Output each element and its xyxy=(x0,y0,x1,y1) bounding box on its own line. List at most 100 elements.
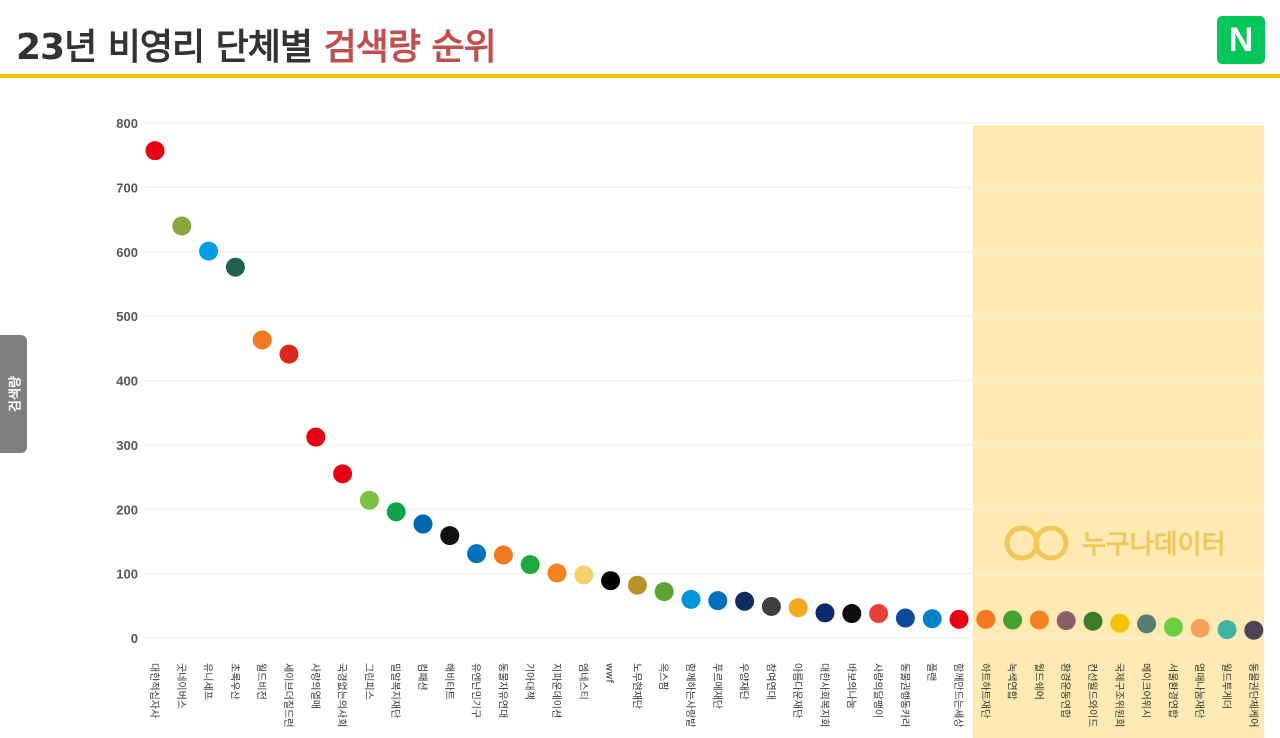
y-tick-label: 0 xyxy=(131,631,138,646)
data-point xyxy=(359,490,379,510)
x-tick-label: 플랜 xyxy=(925,663,937,681)
data-point xyxy=(493,545,513,565)
data-point xyxy=(520,555,540,575)
x-tick-label: 그린피스 xyxy=(362,663,374,700)
watermark: 누구나데이터 xyxy=(1004,525,1226,561)
y-tick-label: 500 xyxy=(116,309,138,324)
watermark-face-icon xyxy=(1033,525,1069,561)
x-tick-label: 대한사회복지회 xyxy=(818,663,830,727)
x-tick-label: 유엔난민기구 xyxy=(470,663,482,718)
x-tick-label: 녹색연합 xyxy=(1006,663,1018,700)
data-point xyxy=(306,427,326,447)
data-point xyxy=(199,241,219,261)
y-tick-label: 800 xyxy=(116,116,138,131)
x-tick-label: 환경운동연합 xyxy=(1059,663,1072,718)
x-tick-label: 함께하는사랑밭 xyxy=(684,663,697,727)
data-point xyxy=(949,609,969,629)
x-tick-label: 초록우산 xyxy=(228,663,240,700)
title-main: 23년 비영리 단체별 xyxy=(16,27,313,68)
data-point xyxy=(788,598,808,618)
x-tick-label: 해비타트 xyxy=(443,663,456,700)
data-point xyxy=(1190,618,1210,638)
y-tick-label: 100 xyxy=(116,567,138,582)
x-tick-label: 노무현재단 xyxy=(630,663,642,709)
data-point xyxy=(252,330,272,350)
x-tick-label: 열매나눔재단 xyxy=(1193,663,1205,718)
data-point xyxy=(1163,617,1183,637)
x-tick-label: 서울환경연합 xyxy=(1166,663,1179,718)
naver-logo: N xyxy=(1217,16,1265,64)
x-tick-label: 대한적십자사 xyxy=(148,663,160,718)
watermark-text: 누구나데이터 xyxy=(1082,530,1226,560)
y-axis-label-tab: 검색량 xyxy=(0,335,27,453)
data-point xyxy=(1083,611,1103,631)
x-tick-label: 기아대책 xyxy=(523,663,535,700)
x-tick-label: 국제구조위원회 xyxy=(1113,663,1126,727)
data-point xyxy=(976,609,996,629)
x-tick-label: 메이크어위시 xyxy=(1140,663,1153,718)
x-tick-label: 동물권단체케어 xyxy=(1247,663,1259,727)
data-point xyxy=(1110,613,1130,633)
x-tick-label: 사랑의달팽이 xyxy=(872,663,884,718)
x-tick-label: 월드투게더 xyxy=(1220,663,1232,709)
x-tick-label: 엠네스티 xyxy=(577,663,589,700)
data-point xyxy=(1003,610,1023,630)
x-tick-label: 지파운데이션 xyxy=(550,663,562,718)
highlight-region xyxy=(972,125,1264,738)
y-tick-label: 200 xyxy=(116,502,138,517)
data-point xyxy=(386,502,406,522)
data-point xyxy=(467,544,487,564)
x-tick-label: 푸르메재단 xyxy=(711,663,723,709)
x-tick-label: 밀알복지재단 xyxy=(389,663,401,718)
data-point xyxy=(1056,611,1076,631)
x-tick-label: 사랑의열매 xyxy=(309,663,321,709)
page-title: 23년 비영리 단체별 검색량 순위 xyxy=(16,18,497,70)
data-point xyxy=(1029,610,1049,630)
x-tick-label: wwf xyxy=(604,663,615,683)
x-tick-label: 참여연대 xyxy=(764,663,776,700)
x-tick-label: 함께만드는세상 xyxy=(952,663,964,727)
data-point xyxy=(895,608,915,628)
data-point xyxy=(922,609,942,629)
x-tick-label: 우양재단 xyxy=(738,663,750,700)
x-tick-label: 동물권행동카라 xyxy=(898,663,910,727)
x-tick-label: 바보의나눔 xyxy=(845,663,857,709)
data-point xyxy=(681,589,701,609)
data-point xyxy=(869,604,889,624)
data-point xyxy=(708,591,728,611)
x-tick-label: 옥스팜 xyxy=(657,663,669,691)
x-tick-label: 컨선월드와이드 xyxy=(1086,663,1098,727)
data-point xyxy=(547,563,567,583)
data-point xyxy=(654,582,674,602)
data-point xyxy=(1244,620,1264,640)
data-point xyxy=(172,216,192,236)
x-tick-label: 월드비전 xyxy=(255,663,267,700)
title-underline xyxy=(0,74,1280,78)
data-point xyxy=(627,575,647,595)
chart: 누구나데이터 0 100 200 300 400 500 600 700 800 대한적십자사 굿… xyxy=(116,116,1264,738)
x-tick-label: 국경없는의사회 xyxy=(336,663,349,727)
x-tick-label: 월드쉐어 xyxy=(1032,663,1044,700)
y-tick-label: 400 xyxy=(116,374,138,389)
x-tick-label: 유니세프 xyxy=(202,663,214,700)
x-tick-label: 아름다운재단 xyxy=(791,663,803,718)
data-point xyxy=(574,565,594,585)
header: 23년 비영리 단체별 검색량 순위 N xyxy=(0,0,1280,78)
y-tick-label: 600 xyxy=(116,245,138,260)
x-tick-label: 하트하트재단 xyxy=(979,663,992,718)
data-point xyxy=(735,591,755,611)
data-point xyxy=(145,141,165,161)
y-tick-label: 300 xyxy=(116,438,138,453)
data-point xyxy=(413,514,433,534)
data-point xyxy=(440,526,460,546)
data-point xyxy=(815,603,835,623)
x-tick-label: 동물자유연대 xyxy=(496,663,508,718)
data-point xyxy=(333,464,353,484)
y-tick-label: 700 xyxy=(116,180,138,195)
x-tick-label: 세이브더칠드런 xyxy=(282,663,294,727)
data-point xyxy=(279,344,299,364)
naver-logo-letter: N xyxy=(1228,20,1254,59)
data-point xyxy=(601,571,621,591)
data-point xyxy=(842,604,862,624)
title-accent: 검색량 순위 xyxy=(323,27,497,68)
